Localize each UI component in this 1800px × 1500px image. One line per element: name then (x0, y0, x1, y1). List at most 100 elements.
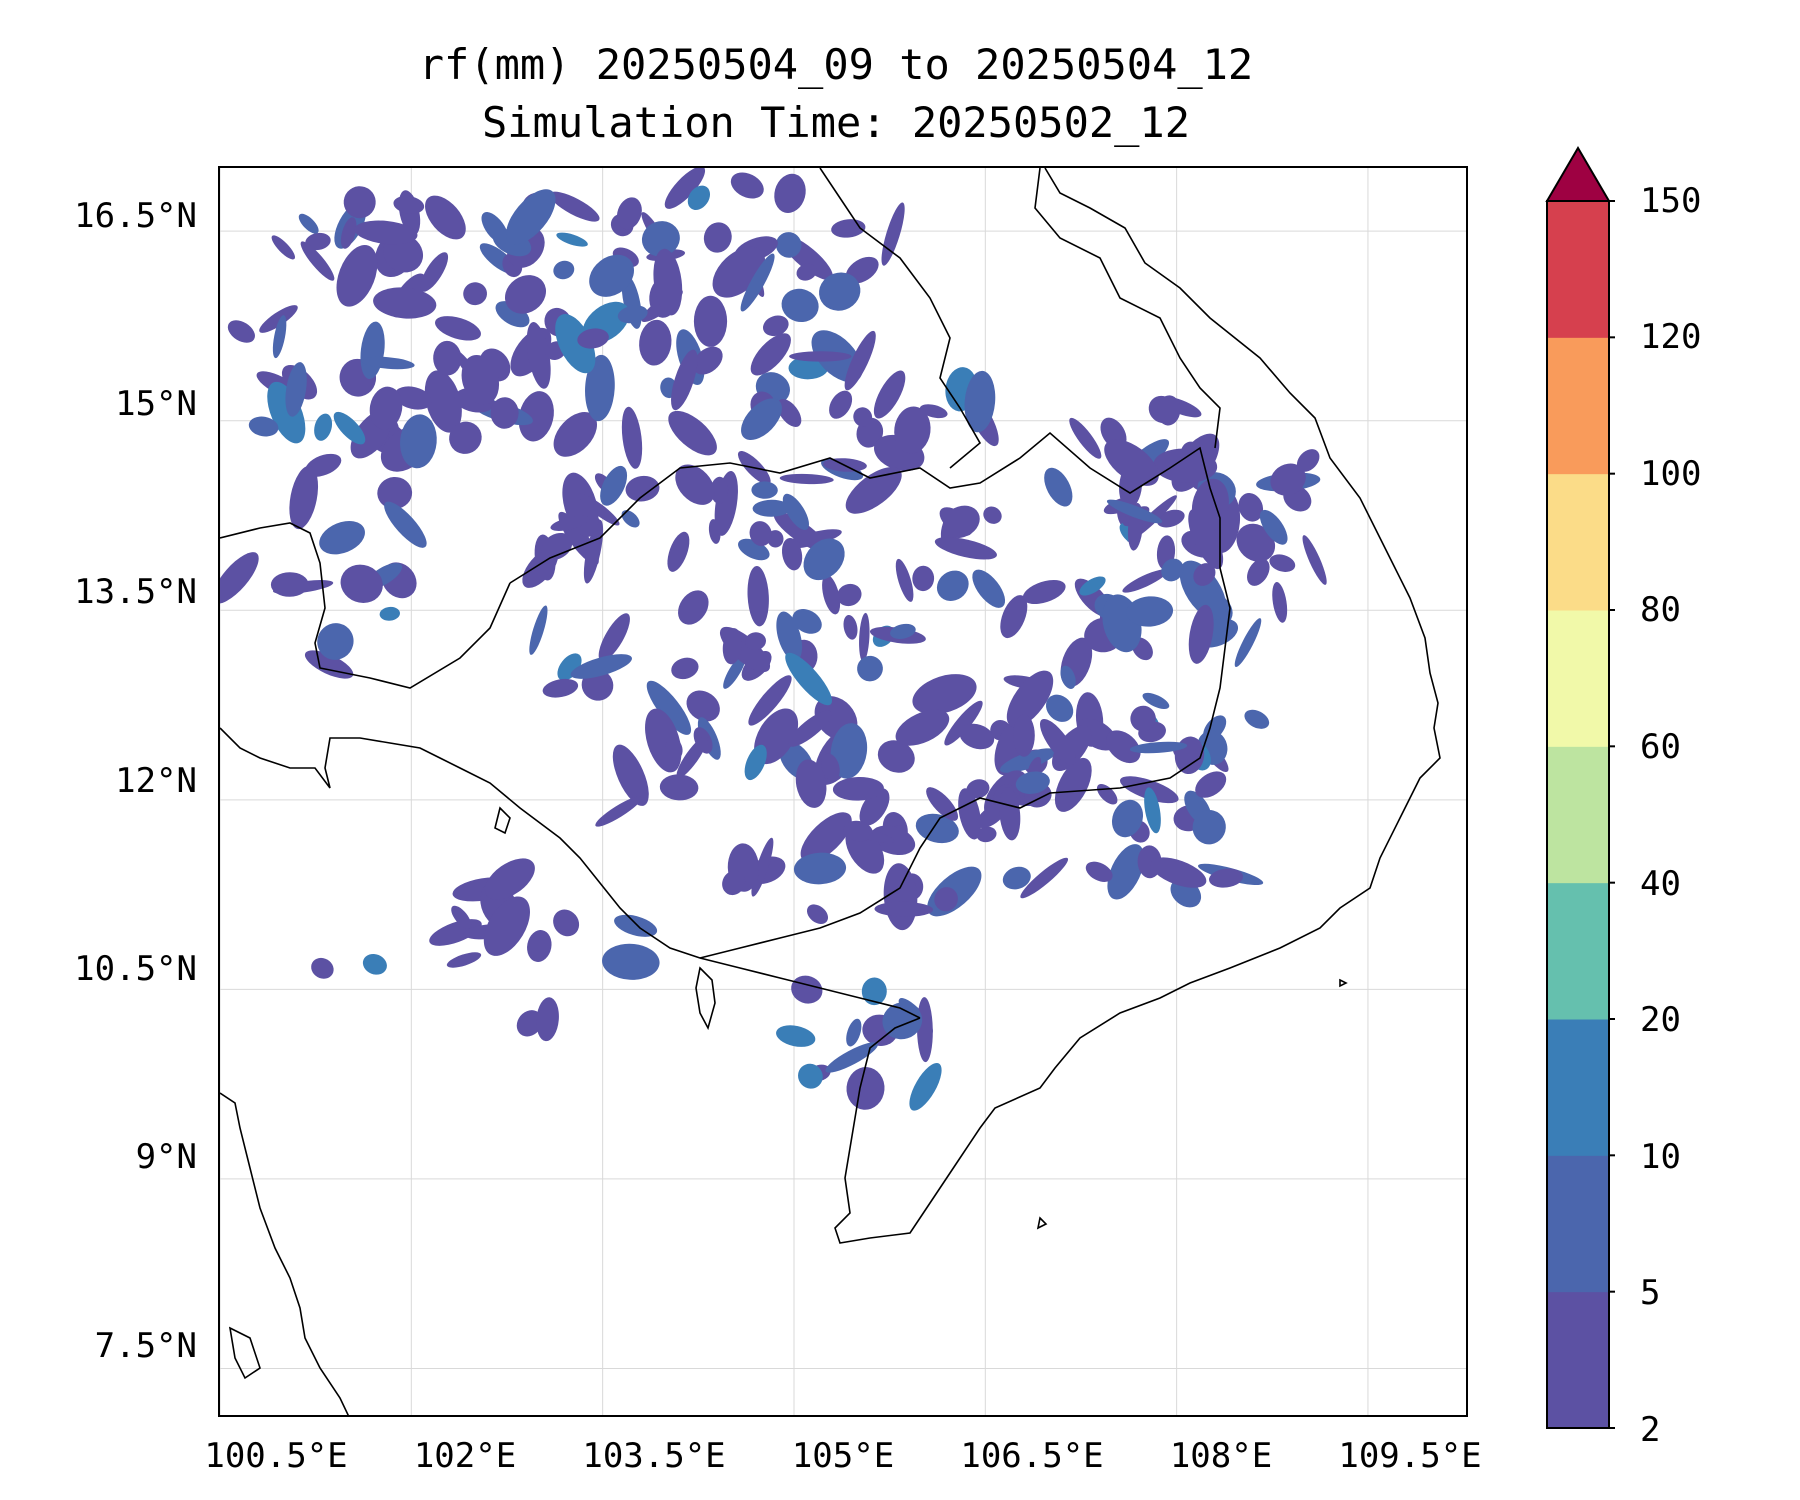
rain-cell (354, 220, 418, 245)
rain-cell (305, 232, 331, 251)
rain-cell (529, 605, 548, 655)
rain-cell (687, 185, 711, 211)
lat-label-16.5: 16.5°N (74, 196, 197, 236)
peninsula-small (228, 1326, 261, 1380)
colorbar-segment (1547, 1019, 1609, 1156)
rain-cell (484, 858, 535, 900)
rain-cell (379, 606, 400, 621)
rain-cell (1150, 857, 1207, 888)
rain-cell (774, 173, 806, 214)
rain-cell (585, 354, 615, 422)
rain-cell (1079, 576, 1106, 596)
rain-cell (625, 475, 660, 502)
rain-cell (1106, 499, 1163, 524)
rain-cell (972, 569, 1006, 608)
rainfall-map (220, 168, 1466, 1415)
rain-cell (400, 414, 437, 469)
rain-cell (612, 744, 649, 806)
rain-cell (1192, 810, 1226, 845)
lat-label-13.5: 13.5°N (74, 572, 197, 612)
rain-cell (668, 410, 717, 456)
rain-cell (740, 253, 775, 312)
rain-cell (1296, 449, 1320, 472)
rain-cell (1020, 857, 1069, 899)
rain-cell (267, 381, 306, 444)
rain-cell (589, 254, 635, 297)
coastlines (220, 168, 1441, 1415)
rain-cell (1153, 448, 1218, 483)
lat-label-12: 12°N (115, 761, 197, 801)
rain-cell (845, 256, 879, 284)
rain-cell (1302, 535, 1327, 585)
rain-cell (665, 737, 683, 759)
rain-cell (526, 322, 551, 389)
rain-cell (795, 759, 827, 808)
rain-cell (1039, 718, 1077, 766)
rain-cell (789, 351, 852, 362)
rain-cell (433, 340, 462, 376)
rain-cell (1013, 714, 1035, 757)
rain-cell (748, 675, 792, 726)
rain-cell (553, 412, 598, 457)
colorbar-label-5: 5 (1640, 1273, 1661, 1313)
colorbar-label-60: 60 (1640, 727, 1681, 767)
rain-cell (1195, 771, 1227, 798)
rain-cell (723, 653, 747, 689)
rain-cell (915, 813, 959, 844)
rain-cell (912, 674, 977, 715)
rain-cell (846, 1018, 862, 1047)
rain-cell (1107, 844, 1145, 900)
island-phu-quoc (695, 966, 716, 1031)
rain-cell (751, 481, 778, 499)
colorbar-segment (1547, 882, 1609, 1020)
rain-cell (646, 680, 692, 735)
rain-cell (944, 700, 983, 746)
rain-cell (1161, 558, 1184, 582)
rain-cell (384, 501, 427, 548)
colorbar-label-20: 20 (1640, 1000, 1681, 1040)
rain-cell (1270, 463, 1306, 496)
rain-cell (749, 521, 772, 547)
rain-cell (676, 735, 708, 779)
rain-cell (319, 521, 365, 555)
rain-cell (785, 652, 832, 706)
rain-cell (793, 852, 847, 885)
rain-cell (578, 493, 620, 526)
rain-cell (435, 316, 481, 341)
rain-cell (890, 623, 916, 639)
rain-cell (1236, 523, 1276, 562)
rain-cell (751, 837, 774, 897)
rain-cell (1060, 665, 1076, 689)
rain-cell (1144, 787, 1161, 834)
rain-cell (708, 519, 721, 544)
rain-cell (553, 909, 580, 937)
rain-cell (1272, 582, 1288, 623)
rain-cell (227, 320, 255, 343)
rain-cell (289, 465, 319, 530)
rain-cell (1111, 799, 1144, 838)
rain-cell (639, 319, 672, 366)
rain-cell (829, 390, 853, 419)
rain-cell (621, 406, 643, 469)
rain-cell (570, 654, 632, 679)
colorbar-segment (1547, 337, 1609, 475)
rain-cell (934, 537, 997, 560)
colorbar-label-120: 120 (1640, 317, 1702, 357)
rain-cell (556, 232, 588, 247)
rain-cell (311, 957, 334, 979)
rain-cell (791, 975, 823, 1004)
rain-cell (1208, 868, 1244, 888)
rain-cell (621, 510, 640, 528)
rain-cell (853, 407, 873, 427)
rain-cell (983, 506, 1002, 524)
rain-cell (285, 362, 307, 417)
rain-cell (1238, 493, 1264, 522)
colorbar-frame (1546, 200, 1610, 1429)
rain-cell (317, 623, 354, 660)
border-cambodia (509, 431, 1231, 959)
rain-cell (424, 370, 462, 433)
rain-cell (340, 217, 357, 249)
colorbar (1545, 146, 1615, 1429)
rain-cell (340, 564, 383, 604)
lon-label-109.5: 109.5°E (1338, 1436, 1482, 1476)
